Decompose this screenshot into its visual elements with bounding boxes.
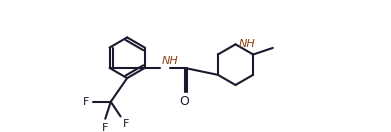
- Text: NH: NH: [162, 56, 178, 66]
- Text: F: F: [83, 97, 89, 107]
- Text: F: F: [102, 123, 108, 132]
- Text: F: F: [123, 119, 130, 129]
- Text: NH: NH: [238, 39, 255, 49]
- Text: O: O: [180, 95, 190, 108]
